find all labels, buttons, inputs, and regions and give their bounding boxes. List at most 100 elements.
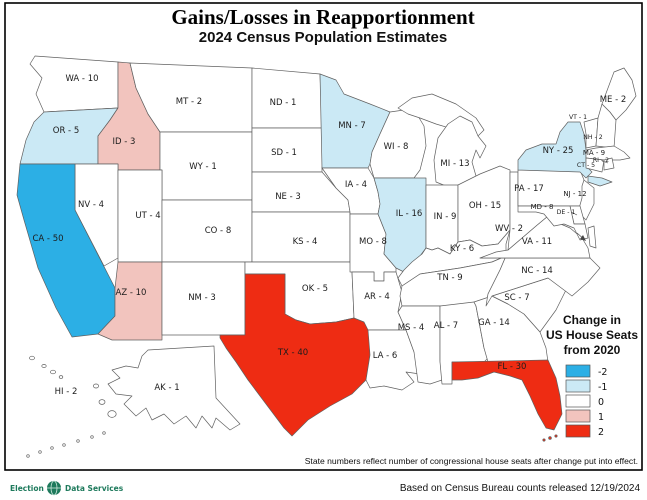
state-california [16, 163, 116, 338]
state-label-ny: NY - 25 [543, 146, 574, 156]
source-note: Based on Census Bureau counts released 1… [400, 483, 641, 494]
state-label-mn: MN - 7 [338, 121, 366, 131]
state-vermont [583, 117, 599, 149]
map-frame [4, 2, 643, 471]
state-label-wa: WA - 10 [65, 74, 98, 84]
state-rhode-island [603, 157, 615, 171]
state-label-ct: CT - 5 [577, 162, 595, 169]
state-label-ak: AK - 1 [154, 383, 179, 393]
state-hawaii-island [93, 383, 99, 389]
legend-swatch-zero [565, 394, 591, 408]
state-label-tn: TN - 9 [436, 273, 462, 283]
state-label-nc: NC - 14 [521, 266, 553, 276]
state-hawaii-island [41, 364, 47, 368]
state-florida [451, 359, 563, 431]
state-label-ok: OK - 5 [302, 284, 328, 294]
state-label-al: AL - 7 [434, 321, 458, 331]
state-label-ca: CA - 50 [32, 234, 63, 244]
legend-title-line: Change in [563, 313, 621, 327]
legend-title-line: US House Seats [546, 328, 638, 342]
state-hawaii-island [98, 399, 106, 405]
legend-swatch-minus2 [565, 364, 591, 378]
state-alaska-aleutian-island [50, 446, 54, 450]
state-label-sc: SC - 7 [504, 293, 529, 303]
state-label-me: ME - 2 [600, 95, 627, 105]
state-label-ma: MA - 9 [583, 149, 605, 157]
state-label-tx: TX - 40 [277, 348, 308, 358]
us-map [16, 55, 637, 458]
state-north-carolina [479, 255, 601, 307]
globe-icon [47, 480, 61, 496]
state-maryland [517, 205, 589, 241]
state-connecticut [585, 157, 605, 173]
state-new-york-long-island [587, 175, 613, 187]
state-alaska-aleutian-island [76, 439, 80, 443]
state-label-ky: KY - 6 [450, 244, 474, 254]
page-subtitle: 2024 Census Population Estimates [199, 29, 447, 46]
pointer-line-delaware [570, 211, 578, 216]
state-label-ar: AR - 4 [364, 292, 390, 302]
legend-swatch-minus1 [565, 379, 591, 393]
state-label-co: CO - 8 [205, 226, 232, 236]
state-label-fl: FL - 30 [498, 362, 527, 372]
state-label-ga: GA - 14 [478, 318, 510, 328]
state-label-wi: WI - 8 [384, 142, 409, 152]
state-hawaii-island [58, 375, 64, 379]
state-alaska [107, 345, 241, 431]
pointer-line-rhode-island [601, 160, 609, 164]
state-label-nh: NH - 2 [583, 134, 602, 141]
state-label-la: LA - 6 [373, 351, 398, 361]
state-label-id: ID - 3 [113, 137, 136, 147]
state-hawaii-island [29, 355, 35, 361]
state-alaska-aleutian-island [90, 435, 94, 439]
legend-label-minus2: -2 [598, 367, 607, 378]
legend-label-plus2: 2 [598, 427, 604, 438]
legend-label-plus1: 1 [598, 412, 604, 423]
pointer-lines [570, 160, 609, 241]
state-label-vt: VT - 1 [569, 114, 587, 121]
state-maine [601, 67, 637, 121]
legend: Change in US House Seats from 2020 -2 -1… [546, 313, 638, 438]
state-labels: WA - 10 OR - 5 CA - 50 NV - 4 ID - 3 MT … [32, 74, 626, 397]
state-label-az: AZ - 10 [116, 288, 147, 298]
state-label-de: DE - 1 [557, 209, 576, 216]
state-label-il: IL - 16 [396, 209, 423, 219]
state-label-ks: KS - 4 [293, 237, 318, 247]
state-label-in: IN - 9 [434, 212, 457, 222]
state-label-mo: MO - 8 [359, 237, 387, 247]
state-hawaii-island [107, 410, 117, 418]
state-label-mt: MT - 2 [176, 97, 202, 107]
state-hawaii-island [50, 369, 56, 375]
state-label-ut: UT - 4 [135, 211, 160, 221]
state-texas [219, 273, 371, 437]
state-florida-key [554, 434, 558, 438]
state-label-oh: OH - 15 [469, 201, 501, 211]
page-title: Gains/Losses in Reapportionment [171, 5, 474, 29]
logo-text-data-services: Data Services [65, 484, 124, 493]
state-label-ri: RI - 2 [593, 157, 609, 164]
legend-label-zero: 0 [598, 397, 604, 408]
state-label-ne: NE - 3 [275, 192, 301, 202]
state-label-nv: NV - 4 [78, 200, 104, 210]
state-label-va: VA - 11 [522, 237, 552, 247]
pointer-arrowhead [580, 235, 586, 241]
state-label-nm: NM - 3 [188, 293, 216, 303]
state-label-mi: MI - 13 [440, 159, 469, 169]
legend-swatch-plus1 [565, 409, 591, 423]
state-label-pa: PA - 17 [514, 184, 544, 194]
state-florida-key [542, 438, 546, 442]
state-washington [29, 55, 119, 113]
state-alaska-aleutian-island [102, 431, 106, 435]
state-label-wv: WV - 2 [495, 224, 523, 234]
state-label-ia: IA - 4 [345, 180, 367, 190]
legend-label-minus1: -1 [598, 382, 607, 393]
state-alaska-aleutian-island [62, 443, 66, 447]
state-label-md: MD - 8 [531, 203, 554, 211]
logo: Election Data Services [10, 480, 124, 496]
map-footnote: State numbers reflect number of congress… [305, 456, 638, 466]
state-florida-key [548, 436, 552, 440]
state-label-wy: WY - 1 [189, 162, 216, 172]
state-virginia-eastern-shore [587, 225, 597, 249]
